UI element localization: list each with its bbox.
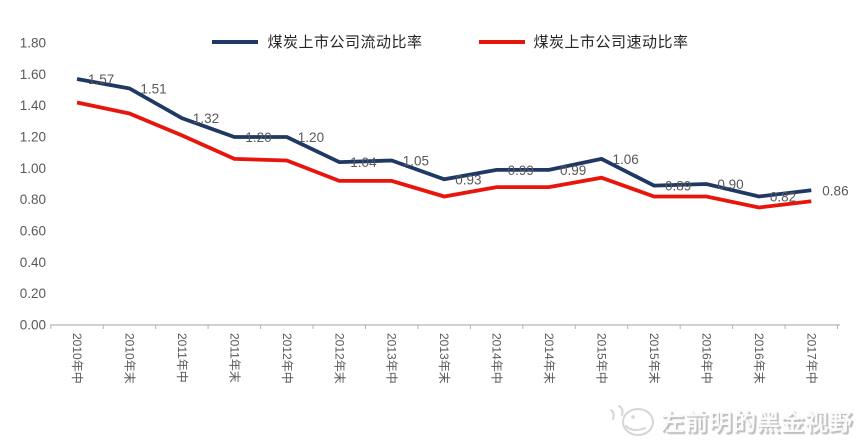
data-label: 1.20 (298, 130, 324, 145)
chart-legend: 煤炭上市公司流动比率 煤炭上市公司速动比率 (0, 31, 865, 52)
legend-item-current-ratio: 煤炭上市公司流动比率 (212, 31, 422, 52)
y-tick-label: 0.60 (20, 224, 46, 239)
legend-line-sample-red (478, 39, 525, 44)
y-tick-label: 1.20 (20, 130, 46, 145)
x-tick-label: 2010年中 (70, 333, 85, 384)
legend-item-quick-ratio: 煤炭上市公司速动比率 (478, 31, 689, 52)
y-tick-label: 0.20 (20, 286, 46, 301)
data-label: 0.99 (508, 163, 534, 178)
x-tick-label: 2010年末 (122, 333, 136, 384)
y-tick-label: 1.00 (20, 161, 46, 176)
watermark: 左前明的黑金视野 (607, 402, 853, 438)
series-line (76, 77, 812, 199)
legend-label-quick-ratio: 煤炭上市公司速动比率 (533, 34, 689, 51)
x-tick-label: 2015年中 (595, 333, 610, 384)
data-label: 0.90 (717, 177, 743, 192)
data-label: 1.06 (613, 152, 639, 167)
y-tick-label: 1.80 (20, 36, 46, 51)
data-label: 0.86 (822, 183, 848, 198)
watermark-doodle-icon (610, 405, 654, 436)
x-tick-label: 2014年中 (490, 333, 505, 384)
x-tick-label: 2016年中 (699, 333, 714, 384)
data-label: 1.51 (140, 81, 166, 96)
data-label: 1.32 (193, 111, 219, 126)
data-label: 1.04 (350, 155, 377, 170)
data-label: 0.82 (770, 190, 796, 205)
x-tick-label: 2012年中 (280, 333, 295, 384)
x-tick-label: 2011年中 (175, 333, 190, 383)
y-tick-label: 0.00 (20, 318, 46, 333)
x-tick-label: 2012年末 (332, 333, 346, 384)
series-line (76, 100, 812, 210)
y-tick-label: 1.60 (20, 67, 46, 82)
legend-label-current-ratio: 煤炭上市公司流动比率 (267, 34, 423, 51)
data-label: 1.20 (245, 130, 271, 145)
y-tick-label: 0.40 (20, 255, 46, 270)
data-label: 1.57 (88, 72, 114, 87)
x-tick-label: 2011年末 (227, 333, 241, 383)
watermark-text: 左前明的黑金视野 (661, 409, 853, 435)
data-label: 0.93 (455, 172, 481, 187)
legend-line-sample-blue (212, 39, 259, 44)
x-tick-label: 2015年末 (647, 333, 661, 384)
y-tick-label: 1.40 (20, 98, 46, 113)
x-tick-label: 2017年中 (804, 333, 819, 384)
y-tick-label: 0.80 (20, 192, 46, 207)
x-tick-label: 2013年末 (437, 333, 451, 384)
x-tick-label: 2014年末 (542, 333, 556, 384)
data-label: 1.05 (403, 154, 429, 169)
data-label: 0.89 (665, 179, 691, 194)
x-tick-label: 2013年中 (385, 333, 400, 384)
data-label: 0.99 (560, 163, 586, 178)
x-tick-label: 2016年末 (752, 333, 766, 384)
